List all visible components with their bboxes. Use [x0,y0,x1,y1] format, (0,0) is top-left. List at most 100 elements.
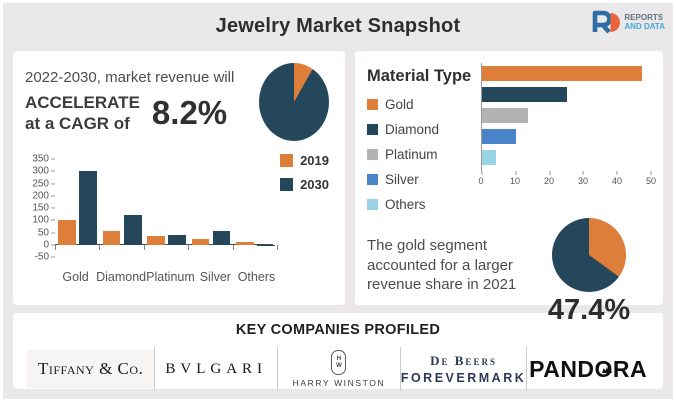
cagr-line: ACCELERATE at a CAGR of 8.2% [25,92,234,135]
cagr-pie-chart [259,63,329,141]
x-axis-tick [515,171,517,175]
revenue-bar-chart: 2019 2030 350 300 250 200 150 100 50 0 -50 Gold Di… [25,153,333,284]
category-label: Gold [62,270,89,284]
x-axis-tick [99,244,101,250]
logo-divider [526,347,528,391]
harry-winston-monogram: HW [336,355,342,369]
bar-others [482,150,496,165]
legend-swatch [280,154,294,167]
material-plot [481,63,652,175]
x-axis-tick [549,171,551,175]
logo-cell-bvlgari: BVLGARI [155,361,277,378]
logo-cell-tiffany: Tiffany & Co. [27,350,155,388]
material-legend: Gold Diamond Platinum Silver Others [367,97,475,212]
harry-winston-emblem-icon: HW [331,350,347,375]
intro-line: 2022-2030, market revenue will [25,69,235,86]
legend-item-2030: 2030 [280,177,329,192]
x-axis-tick [143,244,145,250]
legend-item-platinum: Platinum [367,147,475,162]
y-axis-tick: -50 [35,252,55,263]
bar-silver-2019 [191,239,210,245]
y-axis-tick: 350 [32,154,55,165]
y-axis-tick: 0 [43,239,55,250]
gold-share-text: The gold segment accounted for a larger … [367,237,517,293]
x-tick-label: 0 [478,176,484,186]
bar-diamond [482,87,567,102]
legend-label: 2019 [300,153,329,168]
legend-label: Platinum [385,147,438,162]
bar-diamond-2030 [123,214,142,245]
logo-divider [154,347,156,391]
harry-winston-logo: HW HARRY WINSTON [293,350,386,388]
revenue-y-axis: 350 300 250 200 150 100 50 0 -50 [25,154,55,263]
revenue-chart-body: 350 300 250 200 150 100 50 0 -50 [25,154,278,263]
accelerate-phrase: ACCELERATE at a CAGR of [25,92,140,135]
logo-cell-harry-winston: HW HARRY WINSTON [278,350,400,388]
category-label: Diamond [96,270,147,284]
y-axis-tick: 250 [32,178,55,189]
gold-share-figure: 47.4% [527,218,651,327]
legend-item-silver: Silver [367,172,475,187]
debeers-forevermark-logo: De Beers FOREVERMARK [401,353,526,385]
x-tick-label: 40 [611,176,623,186]
revenue-legend: 2019 2030 [280,153,329,192]
key-companies-panel: KEY COMPANIES PROFILED Tiffany & Co. BVL… [13,313,663,392]
legend-swatch [367,149,378,160]
material-legend-block: Material Type Gold Diamond Platinum Silver O… [367,59,475,212]
x-axis-tick [55,244,56,250]
x-tick-label: 30 [577,176,589,186]
category-label: Silver [199,270,231,284]
legend-item-gold: Gold [367,97,475,112]
legend-label: Diamond [385,122,440,137]
material-row: Material Type Gold Diamond Platinum Silver O… [367,59,656,212]
bar-platinum-2019 [147,236,165,245]
gold-share-value: 47.4% [547,294,631,326]
company-logos-row: Tiffany & Co. BVLGARI HW HARRY WINSTON D… [13,346,663,392]
cagr-phrase: at a CAGR of [25,114,130,134]
revenue-x-labels: Gold Diamond Platinum Silver Others [55,270,277,284]
logo-divider [399,347,401,391]
bar-gold [482,66,643,81]
logo-cell-debeers: De Beers FOREVERMARK [401,353,526,385]
x-axis-tick [650,171,652,175]
accelerate-word: ACCELERATE [25,93,140,112]
legend-label: Gold [385,97,414,112]
brand-wordmark: REPORTS AND DATA [624,13,665,31]
header: Jewelry Market Snapshot REPORTS AND DATA [3,3,673,49]
x-axis-tick [582,171,584,175]
key-companies-heading: KEY COMPANIES PROFILED [235,322,441,338]
category-label: Platinum [146,270,195,284]
legend-swatch [367,124,378,135]
page-title: Jewelry Market Snapshot [215,14,461,37]
legend-item-others: Others [367,197,475,212]
debeers-line: De Beers [430,353,497,368]
cagr-panel: 2022-2030, market revenue will ACCELERAT… [13,51,345,305]
logo-divider [277,347,279,391]
bar-silver-2030 [212,231,231,245]
y-axis-tick: 50 [38,227,55,238]
material-x-labels: 0 10 20 30 40 50 [478,176,656,188]
pandora-wordmark: PANDORA [529,355,648,382]
tiffany-logo: Tiffany & Co. [27,350,155,388]
bar-platinum [482,108,528,123]
legend-item-diamond: Diamond [367,122,475,137]
legend-label: Others [385,197,426,212]
legend-swatch [367,99,378,110]
x-tick-label: 10 [509,176,521,186]
bvlgari-logo: BVLGARI [165,360,268,377]
legend-label: 2030 [300,177,329,192]
x-tick-label: 50 [645,176,657,186]
y-axis-tick: 200 [32,190,55,201]
x-axis-tick [616,171,618,175]
logo-cell-pandora: PANDORA [527,356,649,383]
x-axis-tick [188,244,190,250]
revenue-plot [55,159,278,257]
harry-winston-name: HARRY WINSTON [292,378,386,388]
legend-swatch [367,174,378,185]
gold-share-row: The gold segment accounted for a larger … [367,218,651,327]
main-content: 2022-2030, market revenue will ACCELERAT… [13,51,663,326]
forevermark-line: FOREVERMARK [400,371,527,385]
legend-swatch [280,178,294,191]
x-axis-tick [232,244,234,250]
